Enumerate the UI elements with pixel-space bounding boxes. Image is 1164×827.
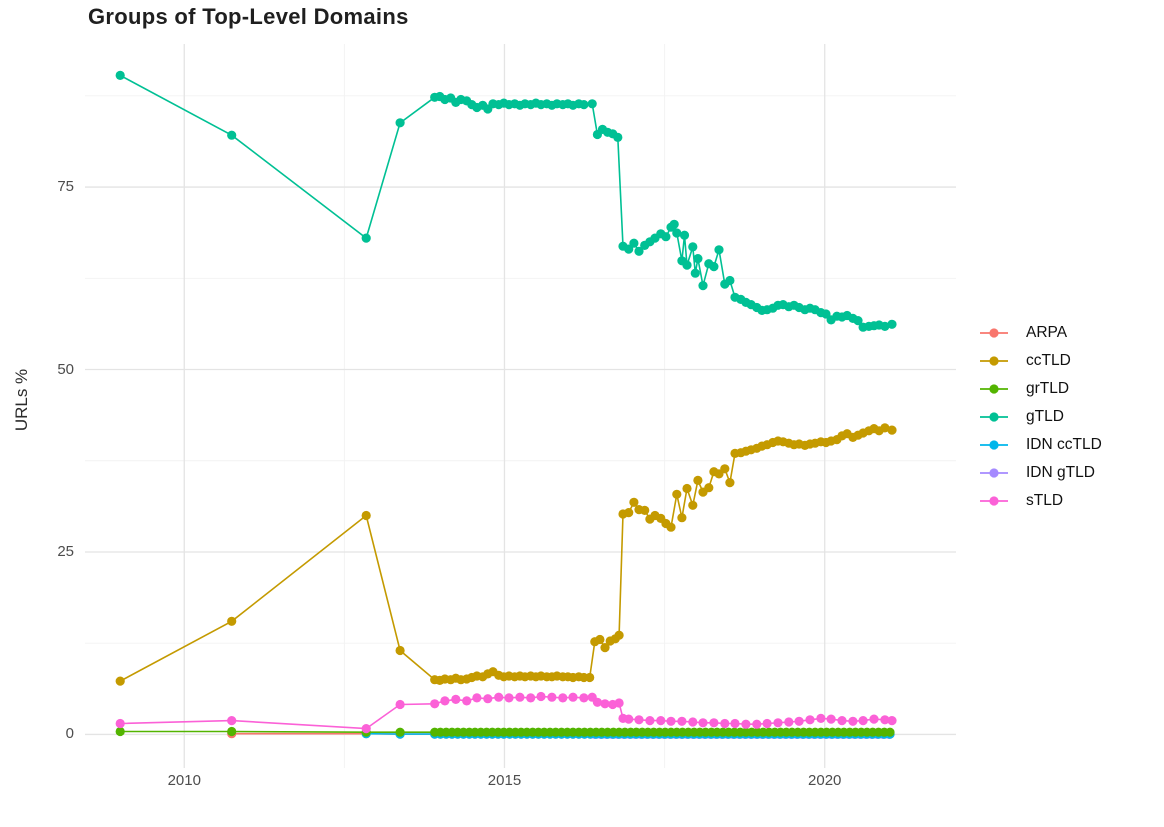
legend-item-idn-cctld: IDN ccTLD [978, 434, 1102, 456]
legend: ARPA ccTLD grTLD gTLD IDN ccTLD IDN gTLD sTLD [978, 322, 1102, 512]
legend-label: IDN gTLD [1026, 464, 1095, 481]
legend-label: IDN ccTLD [1026, 436, 1102, 453]
legend-label: gTLD [1026, 408, 1064, 425]
legend-key-icon [980, 412, 1008, 422]
legend-key-icon [980, 440, 1008, 450]
legend-item-arpa: ARPA [978, 322, 1102, 344]
legend-item-gtld: gTLD [978, 406, 1102, 428]
legend-key-icon [980, 496, 1008, 506]
gridlines-minor [85, 44, 956, 768]
legend-label: ARPA [1026, 324, 1068, 341]
legend-item-idn-gtld: IDN gTLD [978, 462, 1102, 484]
legend-key-icon [980, 468, 1008, 478]
legend-item-stld: sTLD [978, 490, 1102, 512]
x-tick-2010: 2010 [167, 772, 201, 789]
legend-key-icon [980, 328, 1008, 338]
y-axis-title: URLs % [12, 368, 31, 432]
series-grtld [115, 726, 895, 737]
y-tick-0: 0 [65, 725, 74, 743]
series-stld [115, 691, 897, 734]
series-cctld [115, 423, 897, 686]
y-tick-50: 50 [57, 360, 74, 378]
legend-key-icon [980, 356, 1008, 366]
y-tick-25: 25 [57, 542, 74, 560]
x-tick-2015: 2015 [487, 772, 522, 789]
series-gtld [115, 70, 897, 332]
x-tick-2020: 2020 [808, 772, 842, 789]
chart-title: Groups of Top-Level Domains [88, 4, 409, 29]
legend-label: sTLD [1026, 492, 1064, 509]
gridlines-major [85, 44, 956, 768]
legend-label: ccTLD [1026, 352, 1071, 369]
y-tick-75: 75 [57, 178, 74, 196]
legend-label: grTLD [1026, 380, 1070, 397]
legend-item-cctld: ccTLD [978, 350, 1102, 372]
legend-key-icon [980, 384, 1008, 394]
legend-item-grtld: grTLD [978, 378, 1102, 400]
